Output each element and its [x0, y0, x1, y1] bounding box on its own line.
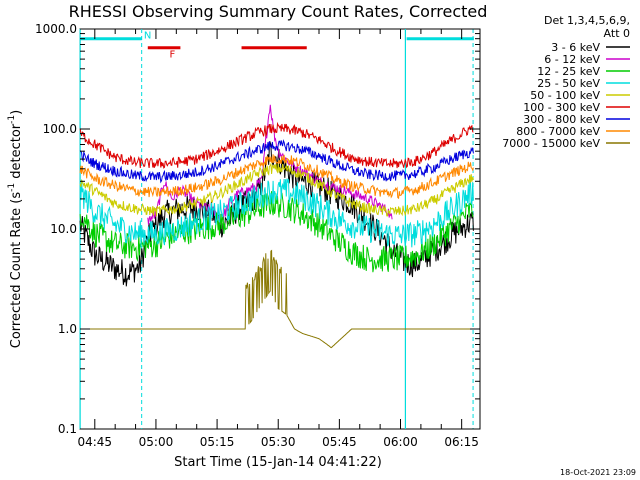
flag-label-N: N: [144, 31, 151, 42]
x-tick-label-6: 06:15: [444, 435, 479, 449]
y-axis: 1000.0 100.0 10.0 1.0 0.1: [35, 22, 480, 436]
legend-label-3: 25 - 50 keV: [537, 77, 600, 90]
series-group: [79, 104, 474, 349]
legend-header-2: Att 0: [604, 27, 630, 40]
legend-label-7: 800 - 7000 keV: [516, 125, 600, 138]
legend-label-6: 300 - 800 keV: [523, 113, 600, 126]
legend-label-5: 100 - 300 keV: [523, 101, 600, 114]
flag-bars: NF: [80, 31, 474, 61]
y-tick-label-4: 0.1: [58, 422, 77, 436]
series-line-7: [79, 154, 474, 200]
legend-label-0: 3 - 6 keV: [551, 41, 600, 54]
chart-title: RHESSI Observing Summary Count Rates, Co…: [69, 2, 488, 21]
legend-label-2: 12 - 25 keV: [537, 65, 600, 78]
series-line-3: [79, 178, 474, 248]
footer-timestamp: 18-Oct-2021 23:09: [560, 468, 636, 477]
x-axis: 04:45 05:00 05:15 05:30 05:45 06:00 06:15: [77, 29, 479, 449]
series-line-8: [80, 249, 474, 349]
series-line-6: [79, 139, 474, 184]
legend-label-1: 6 - 12 keV: [544, 53, 600, 66]
y-axis-label: Corrected Count Rate (s-1 detector-1): [7, 110, 24, 348]
x-axis-label: Start Time (15-Jan-14 04:41:22): [174, 455, 382, 470]
legend-label-8: 7000 - 15000 keV: [502, 137, 600, 150]
x-tick-label-4: 05:45: [322, 435, 357, 449]
legend-header-1: Det 1,3,4,5,6,9,: [544, 14, 630, 27]
x-tick-label-1: 05:00: [139, 435, 174, 449]
y-tick-label-2: 10.0: [50, 222, 77, 236]
flag-label-F: F: [170, 50, 176, 61]
x-tick-label-2: 05:15: [200, 435, 235, 449]
y-tick-label-3: 1.0: [58, 322, 77, 336]
x-tick-label-3: 05:30: [261, 435, 296, 449]
series-line-2: [79, 191, 474, 273]
x-tick-label-5: 06:00: [383, 435, 418, 449]
series-line-5: [79, 121, 474, 169]
legend-label-4: 50 - 100 keV: [530, 89, 600, 102]
y-tick-label-0: 1000.0: [35, 22, 77, 36]
y-tick-label-1: 100.0: [43, 122, 77, 136]
x-tick-label-0: 04:45: [77, 435, 112, 449]
series-line-4: [79, 162, 474, 217]
